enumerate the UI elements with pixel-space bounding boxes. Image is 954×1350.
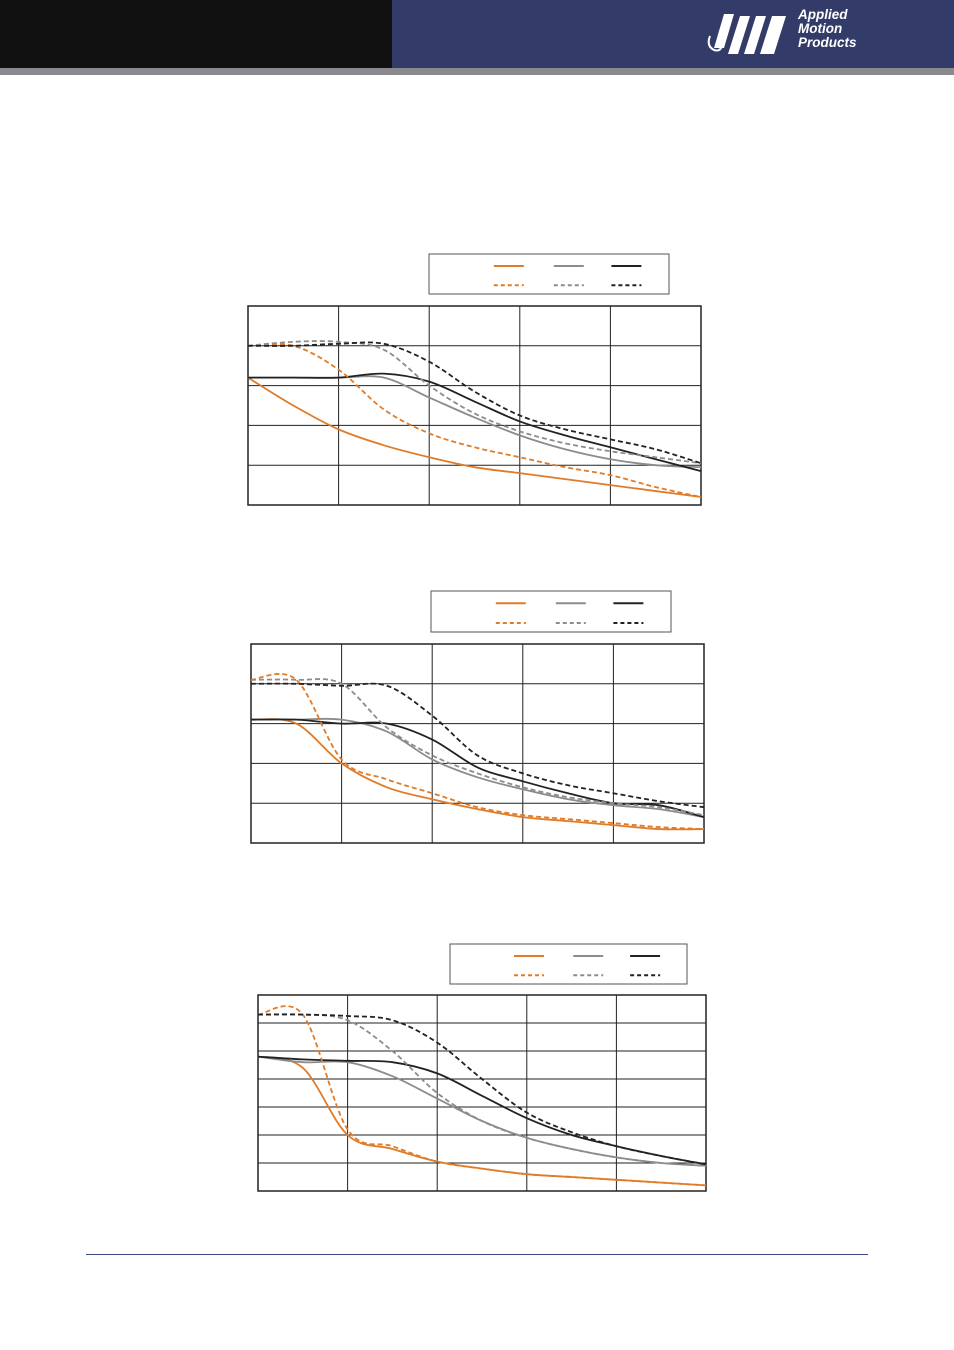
chart-2-series-5-line: [250, 678, 705, 817]
header-brand-block: [392, 0, 954, 68]
chart-2-legend-box: [430, 590, 672, 633]
chart-1-series-4-line: [247, 343, 702, 498]
chart-2-series-2-line: [251, 717, 705, 819]
footer-rule: [86, 1254, 868, 1255]
chart-3-frame: [257, 994, 707, 1192]
header-dark-block: [0, 0, 392, 68]
chart-3-legend-box: [449, 943, 688, 985]
chart-2-series-1-line: [250, 718, 705, 831]
applied-motion-logo-icon: [707, 14, 786, 54]
chart-1-legend-box: [428, 253, 670, 295]
chart-2-series-6-line: [250, 682, 705, 809]
chart-1-frame: [247, 305, 702, 506]
brand-name: Applied Motion Products: [798, 8, 857, 50]
chart-3-series-5-line: [257, 1013, 707, 1167]
brand-line-applied: Applied: [798, 7, 848, 22]
chart-1-series-5-line: [247, 340, 702, 465]
chart-2-series-4-line: [250, 673, 705, 830]
chart-3-series-4-line: [257, 1005, 707, 1187]
brand-line-products: Products: [798, 35, 857, 50]
header-divider-band: [0, 68, 954, 75]
brand-line-motion: Motion: [798, 21, 843, 36]
chart-1-series-1-line: [247, 376, 702, 498]
chart-3-series-6-line: [257, 1013, 707, 1166]
chart-1-series-3-line: [248, 372, 702, 473]
